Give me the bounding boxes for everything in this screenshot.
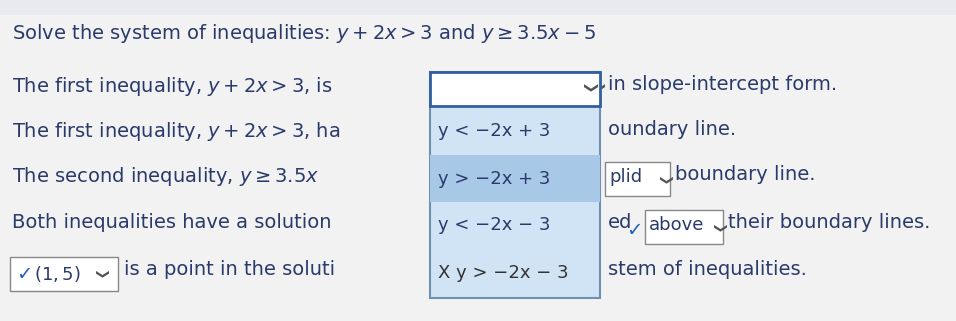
Text: ❯: ❯ — [711, 223, 725, 233]
Text: ✓: ✓ — [16, 265, 33, 283]
Bar — [10, 257, 118, 291]
Text: ❯: ❯ — [94, 269, 106, 279]
Text: ed: ed — [608, 213, 632, 232]
Text: ❯: ❯ — [588, 83, 602, 95]
Bar — [645, 210, 723, 244]
Text: y < −2x − 3: y < −2x − 3 — [438, 216, 551, 235]
Text: Solve the system of inequalities: $y + 2x > 3$ and $y \geq 3.5x - 5$: Solve the system of inequalities: $y + 2… — [12, 22, 597, 45]
Text: ✓: ✓ — [626, 221, 642, 239]
Bar — [605, 162, 670, 196]
Text: y < −2x + 3: y < −2x + 3 — [438, 123, 551, 141]
Text: The first inequality, $y + 2x > 3$, is: The first inequality, $y + 2x > 3$, is — [12, 75, 333, 98]
Text: boundary line.: boundary line. — [675, 165, 815, 184]
Text: Both inequalities have a solution: Both inequalities have a solution — [12, 213, 332, 232]
Bar — [430, 155, 600, 202]
Text: ❯: ❯ — [658, 175, 670, 185]
Text: is a point in the soluti: is a point in the soluti — [124, 260, 336, 279]
Text: stem of inequalities.: stem of inequalities. — [608, 260, 807, 279]
Text: X y > −2x − 3: X y > −2x − 3 — [438, 264, 569, 282]
Text: their boundary lines.: their boundary lines. — [728, 213, 930, 232]
Text: $(1, 5)$: $(1, 5)$ — [34, 264, 80, 284]
Text: ❯: ❯ — [581, 83, 595, 95]
Text: The first inequality, $y + 2x > 3$, ha: The first inequality, $y + 2x > 3$, ha — [12, 120, 340, 143]
Text: The second inequality, $y \geq 3.5x$: The second inequality, $y \geq 3.5x$ — [12, 165, 319, 188]
Text: plid: plid — [609, 168, 642, 186]
Text: above: above — [649, 216, 705, 234]
Bar — [430, 72, 600, 106]
Text: y > −2x + 3: y > −2x + 3 — [438, 169, 551, 187]
Text: oundary line.: oundary line. — [608, 120, 736, 139]
Bar — [430, 72, 600, 106]
Text: in slope-intercept form.: in slope-intercept form. — [608, 75, 837, 94]
Bar — [430, 72, 600, 298]
